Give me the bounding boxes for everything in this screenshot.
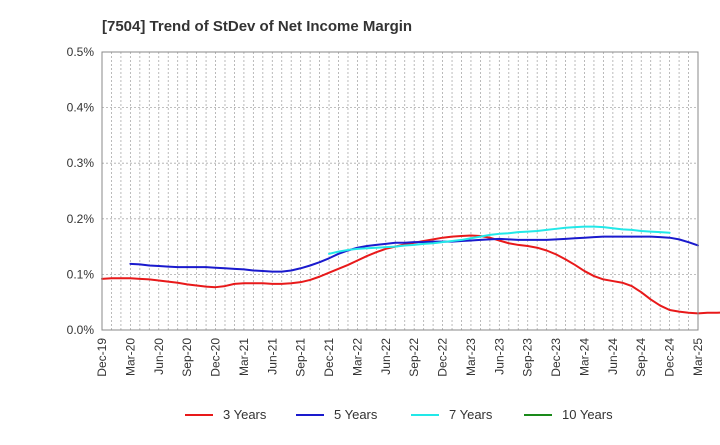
series-line-3	[328, 225, 671, 255]
y-tick-label: 0.5%	[67, 45, 95, 59]
x-tick-label: Mar-24	[577, 338, 591, 376]
y-tick-label: 0.0%	[67, 323, 95, 337]
x-tick-label: Mar-21	[237, 338, 251, 376]
x-tick-label: Jun-21	[265, 338, 279, 375]
x-tick-label: Jun-24	[606, 338, 620, 375]
series-line-2	[129, 235, 699, 273]
x-tick-label: Dec-19	[95, 338, 109, 377]
x-tick-label: Jun-20	[152, 338, 166, 375]
x-tick-label: Mar-22	[350, 338, 364, 376]
legend-label: 3 Years	[223, 407, 267, 422]
x-tick-label: Sep-23	[521, 338, 535, 377]
x-tick-label: Dec-22	[436, 338, 450, 377]
legend-label: 7 Years	[449, 407, 493, 422]
x-tick-label: Dec-20	[209, 338, 223, 377]
x-tick-label: Mar-20	[123, 338, 137, 376]
y-tick-label: 0.1%	[67, 267, 95, 281]
chart-title: [7504] Trend of StDev of Net Income Marg…	[102, 18, 412, 35]
legend-label: 5 Years	[334, 407, 378, 422]
series-layer	[101, 225, 720, 315]
y-tick-label: 0.3%	[67, 156, 95, 170]
plot-frame	[101, 51, 699, 331]
x-tick-label: Sep-24	[634, 338, 648, 377]
x-tick-label: Sep-21	[294, 338, 308, 377]
x-tick-labels: Dec-19 Mar-20 Jun-20 Sep-20 Dec-20 Mar-21 Jun-…	[95, 338, 705, 377]
legend-label: 10 Years	[562, 407, 613, 422]
x-tick-label: Dec-24	[663, 338, 677, 377]
x-tick-label: Mar-23	[464, 338, 478, 376]
y-tick-labels: 0.0% 0.1% 0.2% 0.3% 0.4% 0.5%	[67, 45, 95, 337]
x-tick-label: Mar-25	[691, 338, 705, 376]
y-tick-label: 0.4%	[67, 101, 95, 115]
legend: 3 Years 5 Years 7 Years 10 Years	[185, 407, 613, 422]
grid-layer	[102, 52, 698, 330]
x-tick-label: Jun-23	[492, 338, 506, 375]
x-tick-label: Dec-21	[322, 338, 336, 377]
x-tick-label: Dec-23	[549, 338, 563, 377]
x-tick-label: Sep-20	[180, 338, 194, 377]
x-tick-label: Sep-22	[407, 338, 421, 377]
y-tick-label: 0.2%	[67, 212, 95, 226]
x-tick-label: Jun-22	[379, 338, 393, 375]
